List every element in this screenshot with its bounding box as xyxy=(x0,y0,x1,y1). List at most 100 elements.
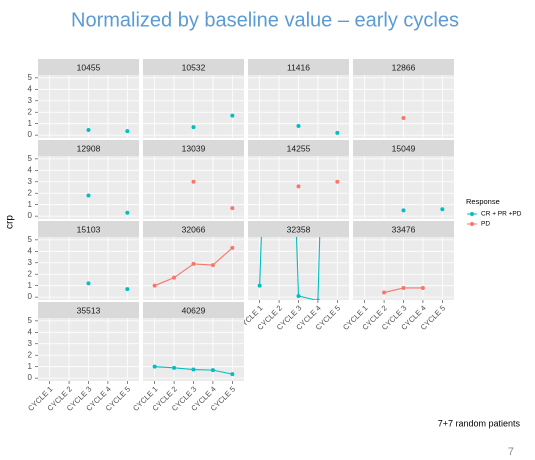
panel-marks xyxy=(296,179,340,189)
y-tick-label: 1 xyxy=(28,200,33,209)
facet-label: 14255 xyxy=(287,143,311,153)
data-point xyxy=(420,285,425,290)
y-tick-label: 1 xyxy=(28,119,33,128)
facet-label: 15103 xyxy=(77,224,101,234)
facet-label: 35513 xyxy=(77,305,101,315)
panel-marks xyxy=(86,193,130,215)
facet-label: 33476 xyxy=(392,224,416,234)
legend-title: Response xyxy=(466,197,500,206)
y-tick-label: 2 xyxy=(28,188,33,197)
panel-marks xyxy=(152,245,235,288)
y-tick-label: 4 xyxy=(28,84,33,93)
y-tick-label: 4 xyxy=(28,246,33,255)
data-point xyxy=(335,130,340,135)
data-point xyxy=(125,210,130,215)
facet-strip xyxy=(248,140,349,156)
y-tick-label: 1 xyxy=(28,362,33,371)
data-point xyxy=(172,365,177,370)
data-point xyxy=(257,283,262,288)
data-point xyxy=(230,113,235,118)
panel-marks xyxy=(401,207,445,213)
facet-strip xyxy=(38,221,139,237)
panel-marks xyxy=(401,115,406,120)
data-point xyxy=(191,367,196,372)
footer-note: 7+7 random patients xyxy=(438,418,521,428)
data-point xyxy=(296,123,301,128)
facet-strip xyxy=(38,59,139,75)
data-point xyxy=(401,285,406,290)
panel-marks xyxy=(86,281,130,292)
y-tick-label: 5 xyxy=(28,316,33,325)
panel-marks xyxy=(191,113,235,130)
facet-label: 13039 xyxy=(182,143,206,153)
legend-label: PD xyxy=(481,221,490,228)
facet-label: 15049 xyxy=(392,143,416,153)
data-point xyxy=(401,115,406,120)
data-point xyxy=(316,298,320,300)
y-tick-label: 3 xyxy=(28,258,33,267)
y-tick-label: 4 xyxy=(28,165,33,174)
facet-strip xyxy=(353,140,454,156)
y-tick-label: 3 xyxy=(28,339,33,348)
data-point xyxy=(191,179,196,184)
data-point xyxy=(230,245,235,250)
y-tick-label: 3 xyxy=(28,177,33,186)
y-tick-label: 4 xyxy=(28,327,33,336)
facet-strip xyxy=(143,140,244,156)
facet-strip xyxy=(143,59,244,75)
data-point xyxy=(191,125,196,130)
panel-marks xyxy=(382,285,425,295)
data-point xyxy=(86,127,91,132)
y-tick-label: 2 xyxy=(28,107,33,116)
panel-marks xyxy=(191,179,235,211)
y-tick-label: 0 xyxy=(28,292,33,301)
data-point xyxy=(125,287,130,292)
y-tick-label: 5 xyxy=(28,235,33,244)
facet-strip xyxy=(353,221,454,237)
facet-label: 10532 xyxy=(182,62,206,72)
data-point xyxy=(210,368,215,373)
data-point xyxy=(440,207,445,212)
facet-strip xyxy=(38,302,139,318)
facet-strip xyxy=(38,140,139,156)
data-point xyxy=(86,281,91,286)
panel-marks xyxy=(296,123,340,135)
data-point xyxy=(335,179,340,184)
data-point xyxy=(152,364,157,369)
panel-marks xyxy=(257,237,321,300)
facet-label: 32066 xyxy=(182,224,206,234)
data-point xyxy=(230,206,235,211)
data-point xyxy=(296,184,301,189)
y-tick-label: 0 xyxy=(28,211,33,220)
facet-label: 11416 xyxy=(287,62,310,72)
y-tick-label: 1 xyxy=(28,281,33,290)
facet-strip xyxy=(248,221,349,237)
facet-strip xyxy=(143,302,244,318)
panel-marks xyxy=(152,364,235,377)
data-point xyxy=(382,290,387,295)
y-tick-label: 5 xyxy=(28,154,33,163)
data-point xyxy=(296,293,301,298)
facet-label: 12866 xyxy=(392,62,416,72)
data-point xyxy=(86,193,91,198)
facet-strip xyxy=(353,59,454,75)
slide-title: Normalized by baseline value – early cyc… xyxy=(71,9,459,31)
facet-label: 40629 xyxy=(182,305,206,315)
y-tick-label: 0 xyxy=(28,373,33,382)
data-point xyxy=(191,261,196,266)
y-tick-label: 0 xyxy=(28,130,33,139)
y-axis-label: crp xyxy=(5,215,16,229)
page-number: 7 xyxy=(508,446,514,458)
facet-strip xyxy=(248,59,349,75)
facet-label: 10455 xyxy=(77,62,101,72)
facet-label: 12908 xyxy=(77,143,101,153)
legend-label: CR + PR +PD xyxy=(481,211,522,218)
data-point xyxy=(172,275,177,280)
panel-marks xyxy=(86,127,130,134)
y-tick-label: 2 xyxy=(28,350,33,359)
data-point xyxy=(152,283,157,288)
y-tick-label: 3 xyxy=(28,96,33,105)
facet-label: 32358 xyxy=(287,224,311,234)
data-point xyxy=(125,129,130,134)
